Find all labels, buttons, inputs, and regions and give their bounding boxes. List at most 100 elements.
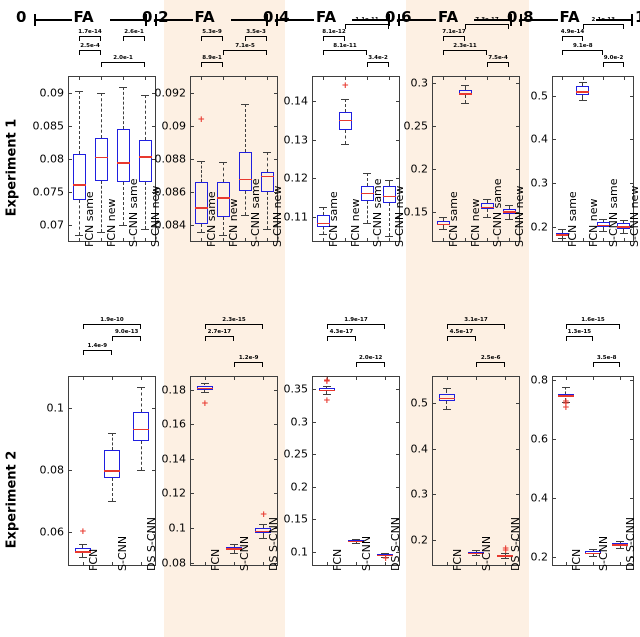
y-tick-mark	[432, 403, 436, 405]
bracket-right-leg	[140, 336, 142, 341]
outlier-marker: +	[562, 399, 570, 410]
fa-segment-label: FA	[73, 8, 94, 26]
significance-bracket	[204, 324, 264, 329]
bracket-left-leg	[223, 50, 224, 55]
box	[316, 214, 330, 227]
p-value-label: 7.5e-4	[488, 55, 508, 61]
box	[260, 172, 274, 193]
x-tick-mark	[389, 76, 390, 80]
line	[141, 94, 149, 96]
box-whisker-group	[68, 76, 156, 242]
box	[458, 90, 472, 96]
outlier-marker: +	[501, 545, 510, 556]
y-tick-mark	[190, 225, 194, 227]
significance-bracket	[112, 336, 142, 341]
box-whisker-group	[68, 376, 156, 566]
bracket-top	[326, 324, 386, 325]
line	[338, 119, 352, 121]
line	[119, 225, 127, 227]
line	[341, 143, 349, 145]
x-tick-mark	[101, 76, 102, 80]
bracket-right-leg	[508, 62, 509, 67]
y-tick-label: 0.11	[283, 210, 309, 224]
p-value-label: 2.3e-15	[222, 317, 246, 323]
y-tick-mark	[432, 168, 436, 170]
y-tick-mark	[274, 92, 278, 94]
y-tick-mark	[516, 448, 520, 450]
y-tick-mark	[68, 192, 72, 194]
x-tick-mark	[487, 238, 488, 242]
box-whisker-group	[68, 76, 156, 242]
whisker-line	[262, 523, 265, 528]
bracket-left-leg	[79, 36, 80, 41]
significance-bracket	[201, 62, 223, 67]
line	[133, 428, 150, 430]
bracket-left-leg	[465, 24, 466, 29]
fa-bracket-cap	[398, 14, 400, 26]
bracket-top	[82, 350, 112, 351]
line	[260, 175, 274, 177]
whisker-line	[565, 397, 567, 402]
line	[352, 542, 360, 544]
bracket-right-leg	[619, 324, 621, 329]
outlier-marker: +	[197, 115, 206, 126]
whisker-line	[266, 192, 269, 229]
y-tick-mark	[432, 82, 436, 84]
bracket-right-leg	[504, 362, 506, 367]
bracket-top	[562, 36, 583, 37]
line	[363, 172, 371, 174]
y-tick-label: 0.07	[39, 218, 65, 232]
significance-bracket	[465, 24, 509, 29]
whisker-line	[446, 401, 448, 409]
fa-axis-line	[157, 19, 193, 21]
box	[382, 186, 396, 204]
line	[596, 225, 610, 227]
significance-bracket	[82, 324, 142, 329]
whisker-line	[582, 82, 584, 87]
bracket-right-leg	[262, 362, 264, 367]
box-whisker-group	[552, 76, 634, 242]
line	[230, 553, 238, 555]
x-tick-mark	[234, 562, 235, 566]
whisker-line	[565, 387, 567, 394]
p-value-label: 7.3e-17	[475, 17, 499, 23]
y-tick-label: 0.1	[290, 545, 309, 559]
p-value-label: 7.1e-5	[235, 43, 255, 49]
line	[472, 550, 480, 552]
y-tick-mark	[516, 539, 520, 541]
bracket-right-leg	[384, 362, 386, 367]
box-whisker-group	[432, 76, 520, 242]
whisker-line	[602, 227, 605, 231]
x-tick-mark	[345, 238, 346, 242]
whisker-line	[122, 87, 125, 130]
y-tick-mark	[516, 168, 520, 170]
fa-segment-label: FA	[559, 8, 580, 26]
p-value-label: 3.1e-17	[464, 317, 488, 323]
fa-axis-line	[278, 19, 314, 21]
whisker-line	[204, 382, 206, 386]
whisker-line	[222, 162, 225, 183]
significance-bracket	[476, 362, 506, 367]
bracket-left-leg	[446, 336, 448, 341]
box-whisker-group: +	[312, 76, 400, 242]
line	[141, 228, 149, 230]
significance-bracket	[345, 24, 389, 29]
x-tick-mark	[223, 238, 224, 242]
significance-bracket	[562, 50, 604, 55]
box	[438, 393, 455, 402]
y-tick-mark	[396, 216, 400, 218]
p-value-label: 2.6e-1	[124, 29, 144, 35]
y-tick-label: 0.09	[39, 86, 65, 100]
whisker-line	[486, 198, 489, 204]
y-tick-label: 0.14	[283, 94, 309, 108]
y-tick-label: 0.2	[290, 480, 309, 494]
x-tick-mark	[476, 562, 477, 566]
outlier-marker: +	[323, 375, 331, 386]
boxplot-panel: 0.06 0.08 0.1 + FCN S-CNN DS S-CNN 1.9e-10 9.0e-…	[40, 317, 159, 571]
y-tick-label: 0.6	[530, 432, 549, 446]
y-tick-mark	[552, 139, 556, 141]
line	[505, 219, 513, 221]
whisker-line	[508, 213, 511, 220]
x-tick-mark	[326, 562, 328, 566]
x-tick-mark	[582, 76, 584, 80]
